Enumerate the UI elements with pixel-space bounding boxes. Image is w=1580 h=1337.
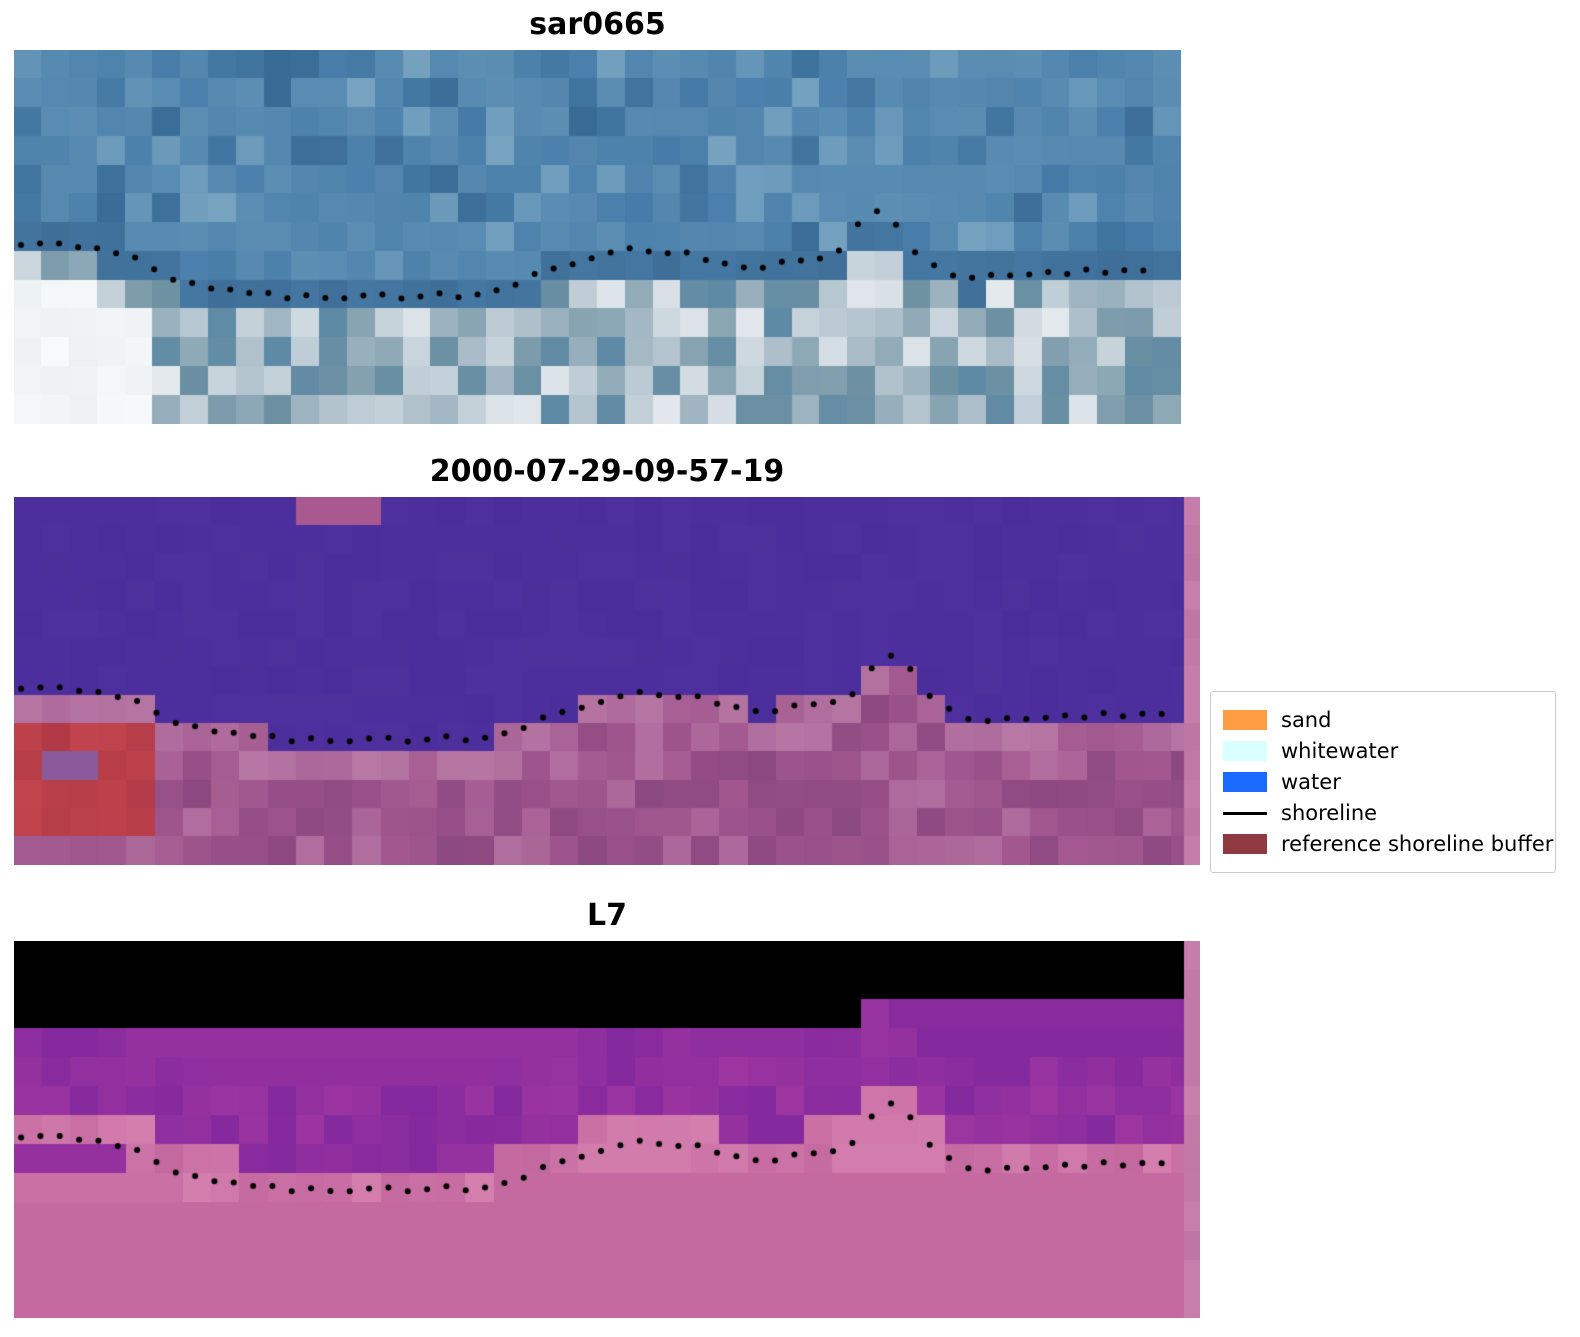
legend-item-whitewater: whitewater [1223, 739, 1543, 763]
sand-swatch-icon [1223, 710, 1267, 730]
legend-label-sand: sand [1281, 708, 1332, 732]
legend-label-shoreline: shoreline [1281, 801, 1378, 825]
legend: sand whitewater water shoreline referenc… [1210, 691, 1556, 873]
l7-image-panel [14, 941, 1200, 1318]
legend-item-reference-shoreline-buffer: reference shoreline buffer [1223, 832, 1553, 856]
whitewater-swatch-icon [1223, 741, 1267, 761]
legend-item-shoreline: shoreline [1223, 801, 1543, 825]
panel-title-l7: L7 [587, 898, 627, 933]
shoreline-line-icon [1223, 811, 1267, 815]
panel-title-sar0665: sar0665 [529, 7, 666, 42]
legend-label-whitewater: whitewater [1281, 739, 1399, 763]
water-swatch-icon [1223, 772, 1267, 792]
legend-label-reference-shoreline-buffer: reference shoreline buffer [1281, 832, 1554, 856]
sar-image-panel [14, 50, 1181, 424]
reference-shoreline-buffer-swatch-icon [1223, 834, 1267, 854]
panel-title-classification-date: 2000-07-29-09-57-19 [429, 454, 785, 489]
legend-item-water: water [1223, 770, 1543, 794]
legend-label-water: water [1281, 770, 1341, 794]
legend-item-sand: sand [1223, 708, 1543, 732]
classification-image-panel [14, 497, 1200, 865]
